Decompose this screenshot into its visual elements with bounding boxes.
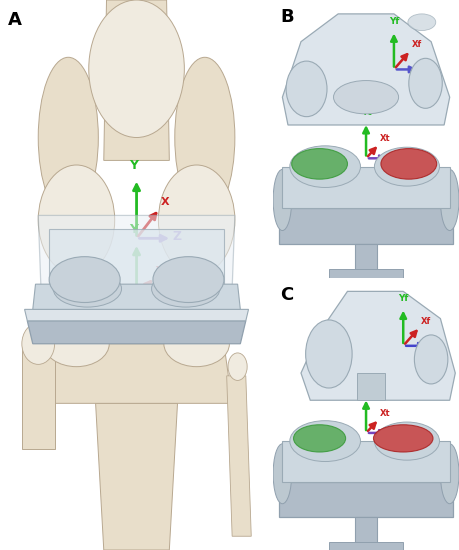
Text: Yf: Yf	[389, 16, 399, 25]
Text: Z: Z	[173, 229, 182, 243]
Ellipse shape	[89, 0, 185, 138]
Text: Xf: Xf	[420, 317, 431, 326]
Polygon shape	[95, 403, 178, 550]
Text: Zf: Zf	[420, 64, 431, 73]
Ellipse shape	[375, 147, 439, 186]
Polygon shape	[28, 321, 246, 344]
Text: Y: Y	[155, 266, 163, 276]
Polygon shape	[357, 373, 385, 400]
Ellipse shape	[306, 320, 352, 388]
Ellipse shape	[375, 422, 439, 460]
Text: Xt: Xt	[380, 134, 391, 143]
Ellipse shape	[409, 58, 442, 108]
Ellipse shape	[153, 257, 224, 303]
Polygon shape	[279, 482, 453, 518]
Polygon shape	[282, 14, 450, 125]
Ellipse shape	[290, 146, 360, 188]
Ellipse shape	[38, 165, 115, 275]
Text: Xt: Xt	[380, 409, 391, 418]
Polygon shape	[33, 284, 241, 309]
Polygon shape	[25, 309, 248, 321]
Ellipse shape	[49, 257, 120, 303]
Ellipse shape	[175, 57, 235, 218]
Ellipse shape	[158, 165, 235, 275]
Ellipse shape	[38, 57, 98, 218]
Ellipse shape	[414, 335, 448, 384]
Polygon shape	[329, 542, 403, 550]
Polygon shape	[301, 292, 455, 400]
Text: Zf: Zf	[430, 340, 440, 349]
Ellipse shape	[53, 271, 122, 307]
Text: C: C	[280, 286, 294, 304]
Polygon shape	[329, 270, 403, 283]
Text: Zt: Zt	[391, 152, 401, 162]
Polygon shape	[355, 518, 377, 550]
Text: Z: Z	[170, 289, 179, 302]
Text: X: X	[161, 197, 169, 207]
Ellipse shape	[44, 321, 109, 367]
Ellipse shape	[151, 271, 220, 307]
Ellipse shape	[334, 80, 398, 114]
Polygon shape	[41, 344, 232, 403]
Ellipse shape	[441, 169, 459, 230]
Ellipse shape	[286, 61, 327, 117]
Polygon shape	[282, 167, 450, 208]
Text: B: B	[280, 8, 294, 26]
Ellipse shape	[290, 421, 360, 461]
Text: Xf: Xf	[411, 40, 422, 49]
Polygon shape	[282, 441, 450, 482]
Text: Yt: Yt	[361, 108, 371, 117]
Polygon shape	[279, 208, 453, 244]
Ellipse shape	[273, 169, 292, 230]
Ellipse shape	[408, 14, 436, 31]
Polygon shape	[104, 0, 169, 161]
Polygon shape	[49, 229, 224, 298]
Ellipse shape	[294, 425, 346, 452]
Ellipse shape	[22, 323, 55, 365]
Polygon shape	[227, 376, 251, 536]
Ellipse shape	[292, 148, 347, 179]
Ellipse shape	[381, 148, 437, 179]
Polygon shape	[355, 244, 377, 278]
Polygon shape	[38, 216, 235, 289]
Text: Y: Y	[129, 159, 138, 172]
Text: Y: Y	[129, 223, 138, 236]
Text: A: A	[8, 11, 22, 29]
Ellipse shape	[273, 444, 292, 504]
Ellipse shape	[164, 321, 230, 367]
Ellipse shape	[441, 444, 459, 504]
Ellipse shape	[228, 353, 247, 381]
Text: Yf: Yf	[398, 294, 409, 303]
Ellipse shape	[374, 425, 433, 452]
Polygon shape	[22, 344, 55, 449]
Text: Zt: Zt	[391, 427, 401, 436]
Text: Yt: Yt	[361, 384, 371, 393]
